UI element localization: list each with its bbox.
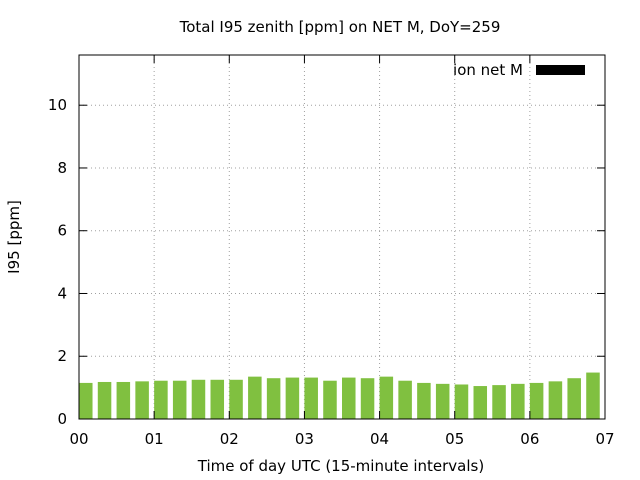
bar	[248, 376, 262, 419]
bar	[135, 381, 149, 419]
bar	[548, 381, 563, 419]
bar	[323, 380, 337, 419]
bar	[492, 385, 506, 419]
bar	[529, 382, 544, 419]
x-tick-label: 00	[69, 430, 88, 448]
bar	[191, 379, 206, 419]
x-tick-label: 01	[145, 430, 164, 448]
legend-swatch	[536, 65, 585, 75]
bar	[266, 378, 281, 419]
y-tick-label: 0	[57, 410, 67, 428]
bar	[360, 378, 375, 419]
bar	[97, 381, 112, 419]
bar	[567, 378, 581, 419]
x-tick-label: 04	[370, 430, 389, 448]
x-tick-label: 02	[220, 430, 239, 448]
y-tick-label: 4	[57, 284, 67, 302]
x-axis-label: Time of day UTC (15-minute intervals)	[197, 457, 484, 475]
chart-title: Total I95 zenith [ppm] on NET M, DoY=259	[179, 18, 501, 36]
bar	[229, 379, 243, 419]
plot-frame	[78, 54, 606, 420]
bar	[398, 380, 412, 419]
bar	[154, 380, 168, 419]
bar	[285, 377, 300, 419]
x-tick-label: 05	[445, 430, 464, 448]
bars	[79, 372, 600, 419]
bar	[417, 382, 431, 419]
y-tick-label: 10	[48, 96, 67, 114]
bar	[79, 382, 93, 419]
grid	[79, 55, 605, 419]
x-tick-label: 07	[595, 430, 614, 448]
bar	[342, 377, 356, 419]
bar	[172, 380, 187, 419]
bar	[379, 376, 394, 419]
legend-label: ion net M	[453, 61, 523, 79]
bar	[511, 383, 525, 419]
y-tick-label: 6	[57, 222, 67, 240]
bar	[210, 379, 225, 419]
bar	[116, 381, 131, 419]
bar	[586, 372, 600, 419]
x-tick-label: 03	[295, 430, 314, 448]
legend: ion net M	[453, 61, 585, 79]
y-axis-label: I95 [ppm]	[5, 200, 23, 274]
y-tick-label: 8	[57, 159, 67, 177]
bar	[304, 377, 318, 419]
y-tick-label: 2	[57, 347, 67, 365]
bar	[435, 383, 450, 419]
bar	[454, 384, 469, 419]
bar	[473, 386, 488, 419]
x-tick-label: 06	[520, 430, 539, 448]
